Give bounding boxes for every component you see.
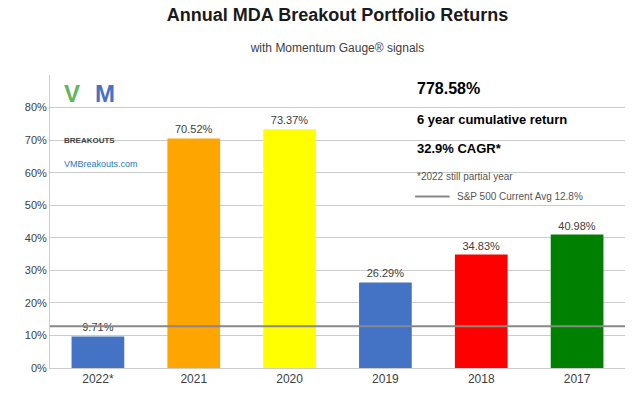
svg-text:40%: 40% <box>25 232 47 244</box>
svg-text:2020: 2020 <box>276 372 303 386</box>
svg-text:60%: 60% <box>25 167 47 179</box>
svg-text:778.58%: 778.58% <box>417 80 480 97</box>
svg-text:70%: 70% <box>25 134 47 146</box>
svg-text:BREAKOUTS: BREAKOUTS <box>64 136 115 145</box>
svg-text:73.37%: 73.37% <box>271 114 309 126</box>
svg-text:0%: 0% <box>31 362 47 374</box>
svg-text:*2022 still partial year: *2022 still partial year <box>417 171 513 182</box>
svg-text:20%: 20% <box>25 297 47 309</box>
svg-text:2022*: 2022* <box>82 372 114 386</box>
svg-text:50%: 50% <box>25 199 47 211</box>
svg-text:34.83%: 34.83% <box>462 240 500 252</box>
svg-text:2019: 2019 <box>372 372 399 386</box>
svg-text:26.29%: 26.29% <box>367 267 405 279</box>
svg-text:6 year cumulative return: 6 year cumulative return <box>417 112 567 127</box>
svg-text:10%: 10% <box>25 329 47 341</box>
svg-text:40.98%: 40.98% <box>558 220 596 232</box>
svg-text:30%: 30% <box>25 264 47 276</box>
svg-text:S&P 500 Current Avg 12.8%: S&P 500 Current Avg 12.8% <box>457 191 583 202</box>
svg-text:80%: 80% <box>25 101 47 113</box>
svg-text:2021: 2021 <box>180 372 207 386</box>
svg-text:9.71%: 9.71% <box>82 321 113 333</box>
svg-text:2017: 2017 <box>564 372 591 386</box>
svg-text:2018: 2018 <box>468 372 495 386</box>
svg-text:M: M <box>95 80 115 107</box>
svg-text:with Momentum Gauge® signals: with Momentum Gauge® signals <box>250 41 425 55</box>
svg-text:V: V <box>64 80 80 107</box>
svg-text:Annual MDA Breakout Portfolio: Annual MDA Breakout Portfolio Returns <box>167 5 508 25</box>
svg-text:VMBreakouts.com: VMBreakouts.com <box>64 159 138 169</box>
svg-text:70.52%: 70.52% <box>175 123 213 135</box>
svg-text:32.9% CAGR*: 32.9% CAGR* <box>417 141 502 156</box>
